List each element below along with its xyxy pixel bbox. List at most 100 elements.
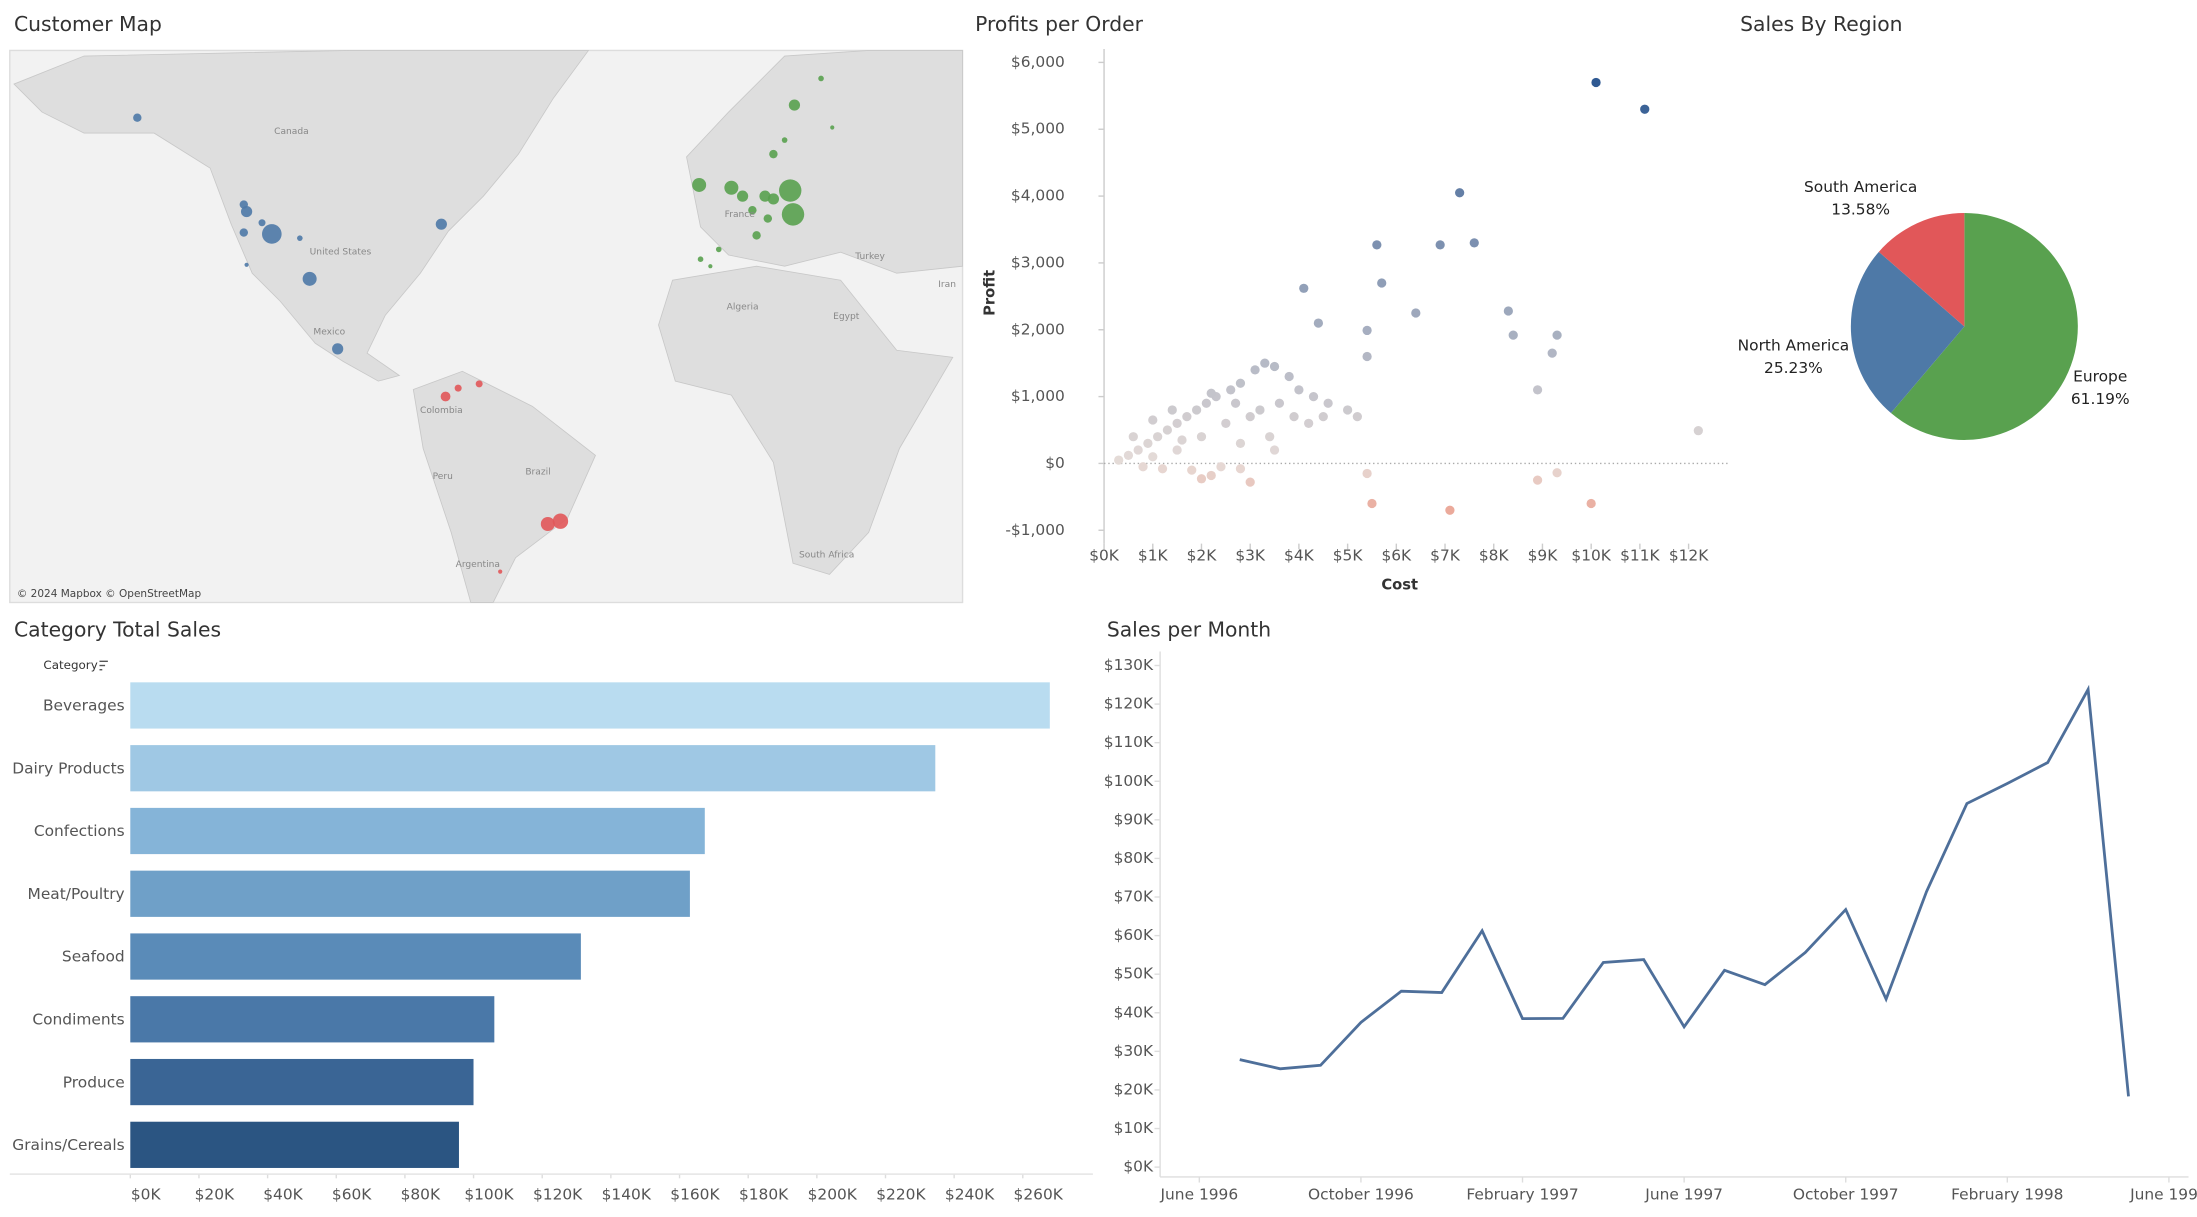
scatter-point: [1138, 462, 1148, 472]
y-tick-label: $50K: [1114, 965, 1154, 983]
pie-value-label: 13.58%: [1831, 201, 1890, 219]
bar: [130, 745, 936, 792]
map-dot: [258, 219, 266, 227]
pie-slice: [1878, 212, 1965, 327]
scatter-point: [1693, 426, 1703, 436]
map-dot: [475, 380, 483, 388]
category-label: Condiments: [32, 1011, 124, 1029]
scatter-point: [1640, 104, 1650, 114]
scatter-point: [1191, 405, 1202, 415]
category-label: Meat/Poultry: [28, 885, 125, 903]
x-tick-label: $7K: [1430, 547, 1461, 565]
scatter-point: [1313, 318, 1324, 328]
x-tick-label: $0K: [1089, 547, 1120, 565]
bar: [130, 933, 581, 980]
map-dot: [763, 214, 773, 223]
scatter-point: [1469, 238, 1479, 248]
y-tick-label: $0K: [1123, 1158, 1154, 1176]
map-dot: [830, 125, 835, 130]
map-dot: [133, 113, 142, 122]
category-label: Dairy Products: [12, 759, 124, 777]
map-label: Turkey: [854, 252, 885, 262]
scatter-point: [1362, 468, 1372, 479]
scatter-point: [1352, 412, 1362, 422]
scatter-point: [1177, 435, 1187, 445]
map-dot: [752, 231, 761, 240]
y-tick-label: $40K: [1114, 1003, 1154, 1021]
scatter-point: [1294, 385, 1304, 395]
bar: [130, 870, 690, 917]
x-tick-label: $180K: [739, 1186, 789, 1204]
x-tick-label: $9K: [1528, 547, 1559, 565]
pie-label: South America: [1804, 178, 1917, 196]
pie-slice: [1850, 251, 1965, 414]
scatter-point: [1323, 398, 1333, 408]
map-dot: [781, 137, 788, 143]
y-tick-label: $10K: [1114, 1119, 1154, 1137]
y-tick-label: $1,000: [1011, 387, 1065, 405]
scatter-point: [1182, 412, 1192, 422]
x-tick-label: February 1998: [1951, 1186, 2063, 1204]
pie-label: North America: [1738, 337, 1850, 355]
x-tick-label: $80K: [401, 1186, 441, 1204]
map-label: Colombia: [420, 406, 463, 416]
map-dot: [435, 218, 447, 230]
map-dot: [239, 228, 248, 237]
scatter-point: [1235, 438, 1246, 448]
x-tick-label: $11K: [1620, 547, 1660, 565]
map-dot: [302, 271, 317, 286]
scatter-point: [1201, 398, 1211, 408]
map-label: Brazil: [525, 468, 550, 478]
x-tick-label: $8K: [1479, 547, 1510, 565]
map-dot: [788, 99, 801, 111]
scatter-point: [1196, 432, 1207, 442]
category-label: Confections: [34, 822, 125, 840]
x-tick-label: $120K: [533, 1186, 583, 1204]
map-dot: [736, 190, 749, 202]
x-tick-label: June 1996: [1160, 1186, 1239, 1204]
y-tick-label: $5,000: [1011, 120, 1065, 138]
category-label: Produce: [63, 1073, 125, 1091]
scatter-point: [1552, 330, 1562, 340]
scatter-point: [1362, 351, 1372, 362]
map-dot: [244, 262, 249, 267]
bar: [130, 996, 495, 1043]
scatter-point: [1162, 425, 1173, 435]
chart-title: Customer Map: [14, 12, 162, 36]
x-axis-title: Cost: [1381, 577, 1418, 594]
scatter-point: [1167, 405, 1177, 415]
map-label: Iran: [938, 280, 956, 290]
bar: [130, 1058, 474, 1106]
map-label: Canada: [274, 127, 309, 137]
map-dot: [240, 205, 253, 218]
y-tick-label: $90K: [1114, 810, 1154, 828]
scatter-point: [1269, 445, 1280, 455]
scatter-point: [1226, 385, 1236, 395]
map-land: [13, 50, 963, 603]
scatter-point: [1552, 468, 1562, 478]
scatter-point: [1265, 432, 1275, 442]
scatter-point: [1260, 358, 1270, 368]
x-tick-label: $60K: [332, 1186, 372, 1204]
chart-title: Sales per Month: [1107, 617, 1271, 641]
scatter-point: [1377, 278, 1387, 288]
y-tick-label: $110K: [1104, 733, 1154, 751]
scatter-point: [1547, 348, 1557, 358]
x-tick-label: $100K: [464, 1186, 514, 1204]
map-dot: [781, 203, 805, 226]
dashboard-body: Customer Map Canada United States Mexico Col…: [9, 12, 2197, 1204]
map-dot: [708, 264, 713, 269]
scatter-point: [1532, 385, 1543, 395]
map-dot: [748, 205, 757, 215]
map-label: Peru: [433, 472, 453, 482]
map-label: United States: [310, 248, 372, 258]
scatter-point: [1455, 188, 1465, 198]
map-dot: [715, 246, 722, 253]
scatter-point: [1289, 412, 1299, 422]
scatter-point: [1591, 77, 1601, 88]
scatter-point: [1148, 415, 1158, 425]
map-label: Mexico: [313, 328, 345, 338]
pie-value-label: 25.23%: [1764, 359, 1823, 377]
bar: [130, 807, 705, 855]
